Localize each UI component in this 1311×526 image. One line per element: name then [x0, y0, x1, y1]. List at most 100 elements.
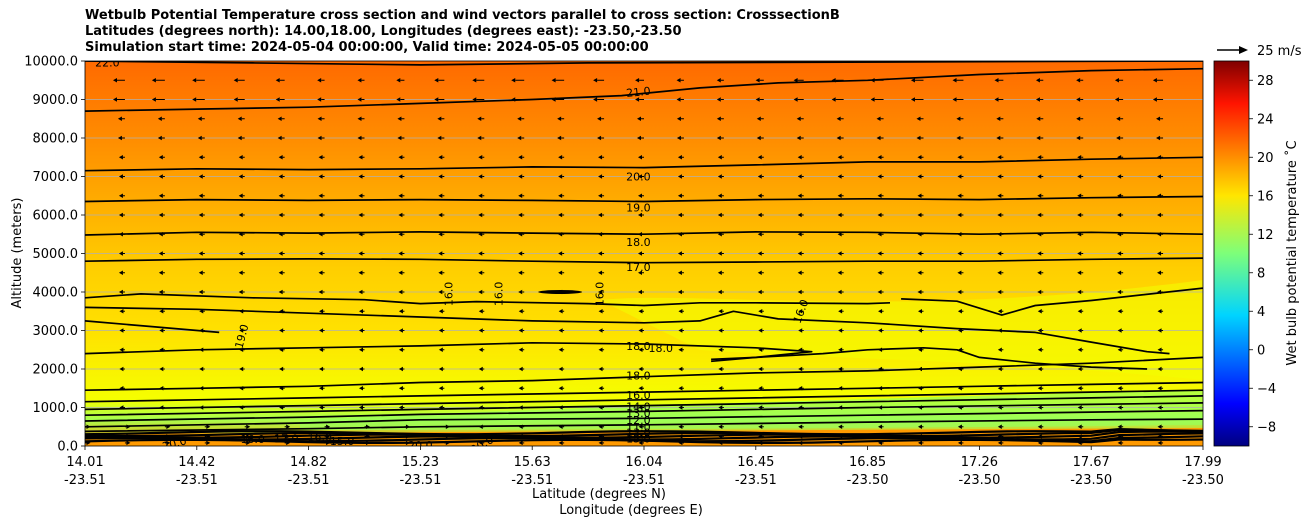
wind-vector-head [319, 366, 324, 372]
wind-vector-head [518, 386, 523, 391]
wind-vector-head [238, 289, 243, 295]
y-tick-label: 6000.0 [33, 209, 79, 224]
wind-vector-head [836, 135, 841, 141]
wind-vector-head [598, 270, 603, 275]
wind-vector-head [917, 289, 922, 295]
wind-vector-head [275, 78, 280, 83]
wind-vector-head [997, 174, 1002, 179]
wind-vector-head [597, 135, 602, 141]
wind-vector-head [199, 366, 204, 372]
wind-vector-head [438, 328, 443, 333]
wind-vector-head [758, 347, 763, 352]
wind-vector-head [638, 434, 643, 439]
wind-vector-head [279, 386, 284, 391]
contour-label: 22.0 [95, 57, 120, 70]
quiver-key-arrowhead [1239, 46, 1248, 54]
x-tick-label-lat: 16.45 [737, 455, 774, 470]
wind-vector-head [159, 309, 164, 314]
wind-vector-head [405, 440, 410, 446]
wind-vector-head [438, 386, 443, 391]
wind-vector-head [997, 289, 1002, 295]
wind-vector-head [1037, 405, 1042, 410]
wind-vector-head [758, 386, 763, 391]
wind-vector-head [798, 328, 803, 333]
wind-vector-head [239, 347, 244, 352]
wind-vector-head [597, 116, 602, 121]
wind-vector-head [635, 97, 640, 102]
wind-vector-head [757, 232, 762, 237]
contour-label: 20.0 [408, 439, 433, 452]
wind-vector-head [518, 193, 523, 198]
wind-vector-head [593, 78, 598, 83]
wind-vector-head [878, 328, 883, 333]
wind-vector-head [518, 309, 523, 314]
wind-vector-head [398, 289, 403, 295]
contour-label: 16.0 [493, 282, 506, 307]
wind-vector-head [598, 289, 603, 295]
wind-vector-head [359, 347, 363, 352]
wind-vector-head [238, 174, 243, 179]
wind-vector-head [1117, 155, 1122, 160]
wind-vector-head [1077, 232, 1082, 237]
wind-vector-head [878, 424, 883, 429]
wind-vector-head [1037, 289, 1042, 295]
wind-vector-head [598, 193, 603, 198]
wind-vector-head [246, 440, 251, 446]
wind-vector-head [994, 78, 999, 83]
wind-vector-head [238, 212, 243, 218]
x-tick-label-lon: -23.50 [847, 473, 889, 488]
wind-vector-head [197, 135, 202, 141]
wind-vector-head [757, 251, 762, 256]
wind-vector-head [870, 97, 875, 102]
wind-vector-head [239, 386, 244, 391]
wind-vector-head [678, 424, 683, 429]
wind-vector-head [677, 155, 682, 160]
wind-vector-head [717, 251, 722, 256]
wind-vector-head [445, 424, 450, 429]
y-tick-label: 4000.0 [33, 286, 79, 301]
y-tick-label: 0.0 [57, 440, 78, 455]
wind-vector-head [718, 386, 723, 391]
wind-vector-head [557, 116, 562, 121]
wind-vector-head [638, 251, 642, 256]
wind-vector-head [918, 366, 922, 372]
contour-line-surface [85, 428, 1203, 438]
wind-vector-head [326, 440, 331, 446]
wind-vector-head [638, 309, 643, 314]
chart-title-line-1: Wetbulb Potential Temperature cross sect… [85, 8, 840, 23]
wind-vector-head [198, 251, 203, 256]
wind-vector-head [877, 212, 882, 218]
wind-vector-head [206, 434, 211, 439]
wind-vector-head [831, 78, 836, 83]
wind-vector-head [80, 309, 84, 313]
wind-vector-head [198, 193, 203, 198]
wind-vector-head [286, 440, 291, 446]
wind-vector-head [718, 440, 723, 446]
wind-vector-head [1157, 155, 1162, 160]
x-tick-label-lon: -23.51 [64, 473, 106, 488]
wind-vector-head [757, 270, 762, 275]
wind-vector-head [678, 309, 683, 314]
y-tick-label: 5000.0 [33, 247, 79, 262]
wind-vector-head [118, 289, 123, 295]
wind-vector-head [755, 78, 760, 83]
wind-vector-head [286, 424, 291, 429]
wind-vector-head [278, 270, 283, 275]
x-tick-label-lat: 17.26 [961, 455, 998, 470]
wind-vector-head [717, 174, 722, 179]
wind-vector-head [557, 135, 562, 141]
contour-line [85, 395, 1203, 417]
wind-vector-head [598, 251, 603, 256]
wind-vector-head [517, 116, 522, 121]
wind-vector-head [1157, 328, 1162, 333]
wind-vector-head [1077, 424, 1082, 429]
wind-vector-head [558, 270, 563, 275]
wind-vector-head [326, 424, 331, 429]
wind-vector-head [166, 440, 171, 446]
wind-vector-head [837, 251, 842, 256]
contour-line [711, 346, 1148, 370]
wind-vector-head [638, 347, 643, 352]
wind-vector-head [318, 193, 323, 198]
y-tick-label: 7000.0 [33, 170, 79, 185]
wind-vector-head [279, 309, 284, 314]
